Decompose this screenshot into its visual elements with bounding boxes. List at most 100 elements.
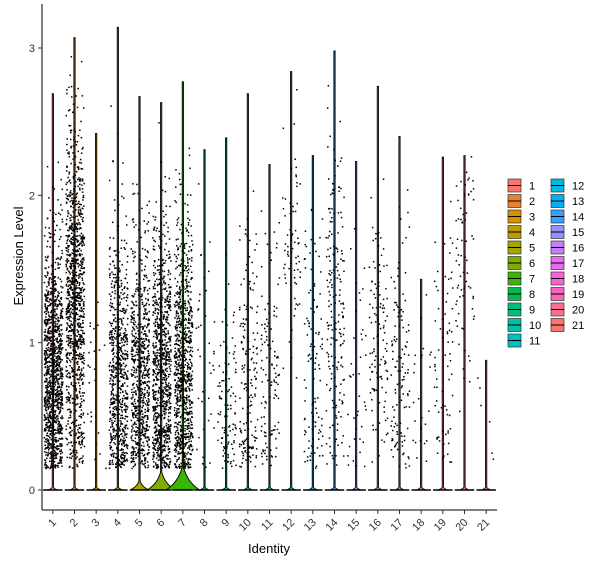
x-tick-label-3: 3: [89, 517, 102, 530]
points-21: [477, 377, 495, 460]
legend-label-18: 18: [572, 274, 584, 286]
violin-9: [221, 137, 232, 491]
x-tick-label-11: 11: [259, 517, 276, 534]
violin-group-3: [86, 133, 107, 491]
violin-group-2: [64, 37, 86, 491]
y-tick-label-1: 1: [29, 338, 35, 350]
legend-label-8: 8: [529, 289, 535, 301]
violin-group-18: [411, 278, 432, 491]
legend-label-3: 3: [529, 212, 535, 224]
legend-entry-17: 17: [550, 256, 584, 270]
legend-label-1: 1: [529, 181, 535, 193]
y-axis-title: Expression Level: [11, 206, 26, 305]
legend-label-19: 19: [572, 289, 584, 301]
violin-8: [199, 149, 210, 491]
violin-group-19: [433, 156, 454, 491]
violin-12: [286, 71, 297, 491]
legend-label-15: 15: [572, 227, 584, 239]
legend-label-21: 21: [572, 320, 584, 332]
violin-18: [416, 278, 427, 491]
violin-group-15: [346, 160, 367, 491]
x-tick-label-18: 18: [410, 517, 427, 534]
points-7: [173, 147, 194, 470]
legend-entry-15: 15: [550, 225, 584, 239]
points-9: [217, 253, 237, 469]
legend-label-14: 14: [572, 212, 584, 224]
legend-label-9: 9: [529, 305, 535, 317]
points-6: [152, 122, 172, 469]
x-tick-label-7: 7: [176, 517, 189, 530]
violin-group-20: [454, 155, 475, 491]
x-tick-label-14: 14: [323, 517, 340, 534]
legend-label-5: 5: [529, 243, 535, 255]
violin-group-8: [194, 149, 216, 491]
legend-entry-13: 13: [550, 194, 584, 208]
legend-label-11: 11: [529, 336, 540, 348]
legend-entry-10: 10: [507, 318, 541, 332]
x-tick-label-4: 4: [111, 517, 124, 530]
points-14: [325, 85, 345, 466]
points-2: [65, 56, 86, 469]
legend-label-7: 7: [529, 274, 535, 286]
legend-entry-1: 1: [507, 178, 535, 193]
legend-entry-21: 21: [550, 318, 584, 332]
violin-3: [91, 133, 102, 491]
x-tick-label-1: 1: [46, 517, 59, 530]
violin-11: [264, 163, 275, 491]
violin-5: [129, 96, 150, 491]
points-8: [195, 183, 216, 468]
x-tick-label-15: 15: [345, 517, 362, 534]
legend-entry-16: 16: [550, 240, 584, 255]
violin-group-14: [324, 50, 345, 491]
points-11: [260, 210, 281, 467]
legend-entry-11: 11: [507, 333, 540, 348]
y-tick-label-2: 2: [29, 190, 35, 202]
violin-21: [481, 359, 492, 491]
x-tick-label-20: 20: [453, 517, 470, 534]
violin-15: [351, 160, 362, 491]
legend-entry-14: 14: [550, 209, 584, 224]
violin-group-11: [259, 163, 281, 491]
legend-entry-9: 9: [507, 302, 535, 317]
violin-group-1: [43, 93, 64, 491]
legend-entry-19: 19: [550, 287, 584, 301]
points-18: [412, 294, 432, 462]
x-tick-label-12: 12: [280, 517, 297, 534]
y-tick-label-3: 3: [29, 43, 35, 55]
points-15: [347, 228, 367, 468]
legend-entry-2: 2: [507, 194, 535, 208]
legend-label-2: 2: [529, 196, 535, 208]
legend-entry-5: 5: [507, 240, 535, 255]
legend-label-16: 16: [572, 243, 584, 255]
violin-group-13: [303, 155, 324, 491]
legend-entry-6: 6: [507, 256, 535, 270]
violin-19: [437, 156, 448, 491]
x-tick-label-21: 21: [475, 517, 492, 534]
x-tick-label-10: 10: [237, 517, 254, 534]
legend-label-13: 13: [572, 196, 584, 208]
violin-16: [372, 85, 383, 491]
points-16: [368, 178, 389, 463]
violin-group-16: [368, 85, 389, 491]
points-3: [87, 301, 107, 470]
x-tick-label-19: 19: [432, 517, 449, 534]
violin-group-12: [281, 71, 302, 491]
violin-20: [459, 155, 470, 491]
violin-group-17: [389, 135, 411, 491]
x-axis-title: Identity: [248, 541, 290, 556]
points-10: [238, 190, 259, 468]
points-20: [455, 156, 475, 413]
points-13: [303, 208, 324, 469]
x-tick-label-5: 5: [133, 517, 146, 530]
violin-group-5: [129, 96, 151, 491]
legend-label-6: 6: [529, 258, 535, 270]
x-tick-label-6: 6: [154, 517, 167, 530]
x-tick-label-13: 13: [302, 517, 319, 534]
plot-area: [43, 26, 496, 491]
legend-entry-8: 8: [507, 287, 535, 301]
violin-group-21: [476, 359, 496, 491]
points-1: [43, 161, 64, 470]
legend-entry-12: 12: [550, 178, 584, 193]
